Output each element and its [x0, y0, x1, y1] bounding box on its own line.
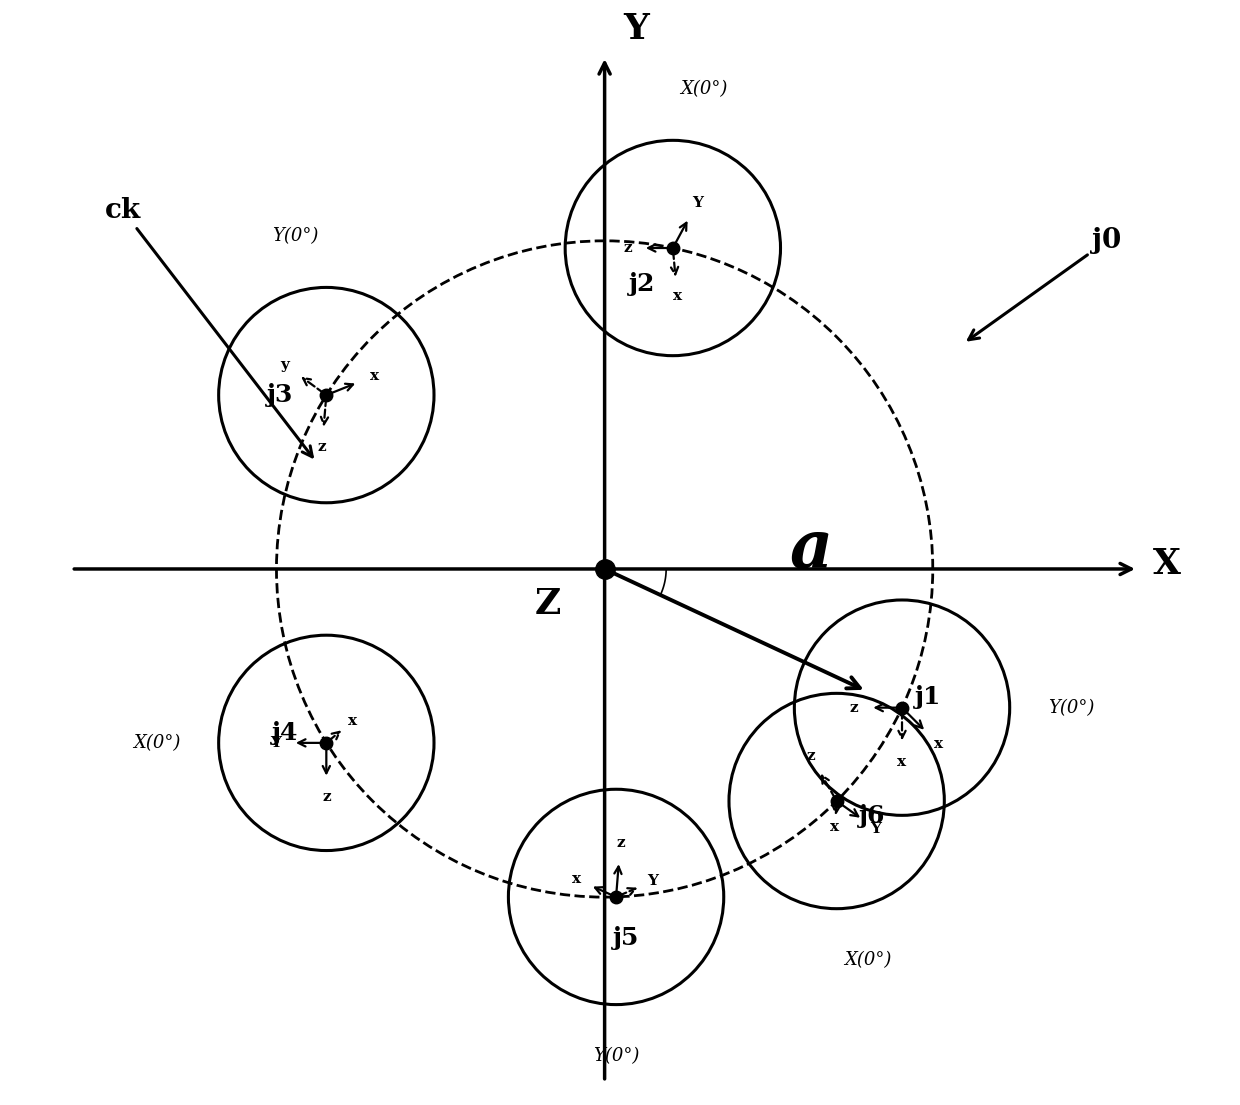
- Text: y: y: [280, 358, 289, 371]
- Text: z: z: [317, 441, 326, 454]
- Text: z: z: [616, 835, 625, 850]
- Text: Y: Y: [692, 196, 703, 210]
- Text: j3: j3: [267, 383, 294, 407]
- Text: Y: Y: [870, 822, 882, 836]
- Text: z: z: [849, 701, 858, 715]
- Text: x: x: [898, 755, 906, 769]
- Text: Z: Z: [536, 588, 562, 621]
- Text: Y(0°): Y(0°): [273, 228, 319, 245]
- Text: z: z: [624, 241, 631, 255]
- Text: Y(0°): Y(0°): [593, 1046, 640, 1065]
- Text: Y(0°): Y(0°): [1048, 698, 1095, 717]
- Text: x: x: [672, 290, 682, 303]
- Text: x: x: [348, 714, 357, 728]
- Text: Y: Y: [647, 874, 658, 888]
- Text: Y: Y: [270, 736, 281, 750]
- Text: z: z: [322, 790, 331, 804]
- Text: ck: ck: [104, 197, 312, 456]
- Text: z: z: [806, 748, 815, 762]
- Text: j0: j0: [968, 228, 1122, 339]
- Text: j2: j2: [629, 272, 655, 296]
- Text: x: x: [572, 873, 582, 886]
- Text: X(0°): X(0°): [843, 951, 892, 969]
- Text: X(0°): X(0°): [134, 734, 181, 751]
- Text: j5: j5: [613, 926, 640, 950]
- Text: Y: Y: [622, 12, 649, 46]
- Text: x: x: [934, 737, 944, 751]
- Text: X(0°): X(0°): [680, 80, 728, 98]
- Text: x: x: [370, 369, 379, 382]
- Text: X: X: [1153, 547, 1182, 581]
- Text: j1: j1: [914, 685, 941, 709]
- Text: j4: j4: [272, 720, 299, 745]
- Text: x: x: [831, 820, 839, 834]
- Text: j6: j6: [859, 804, 885, 829]
- Text: a: a: [789, 517, 832, 582]
